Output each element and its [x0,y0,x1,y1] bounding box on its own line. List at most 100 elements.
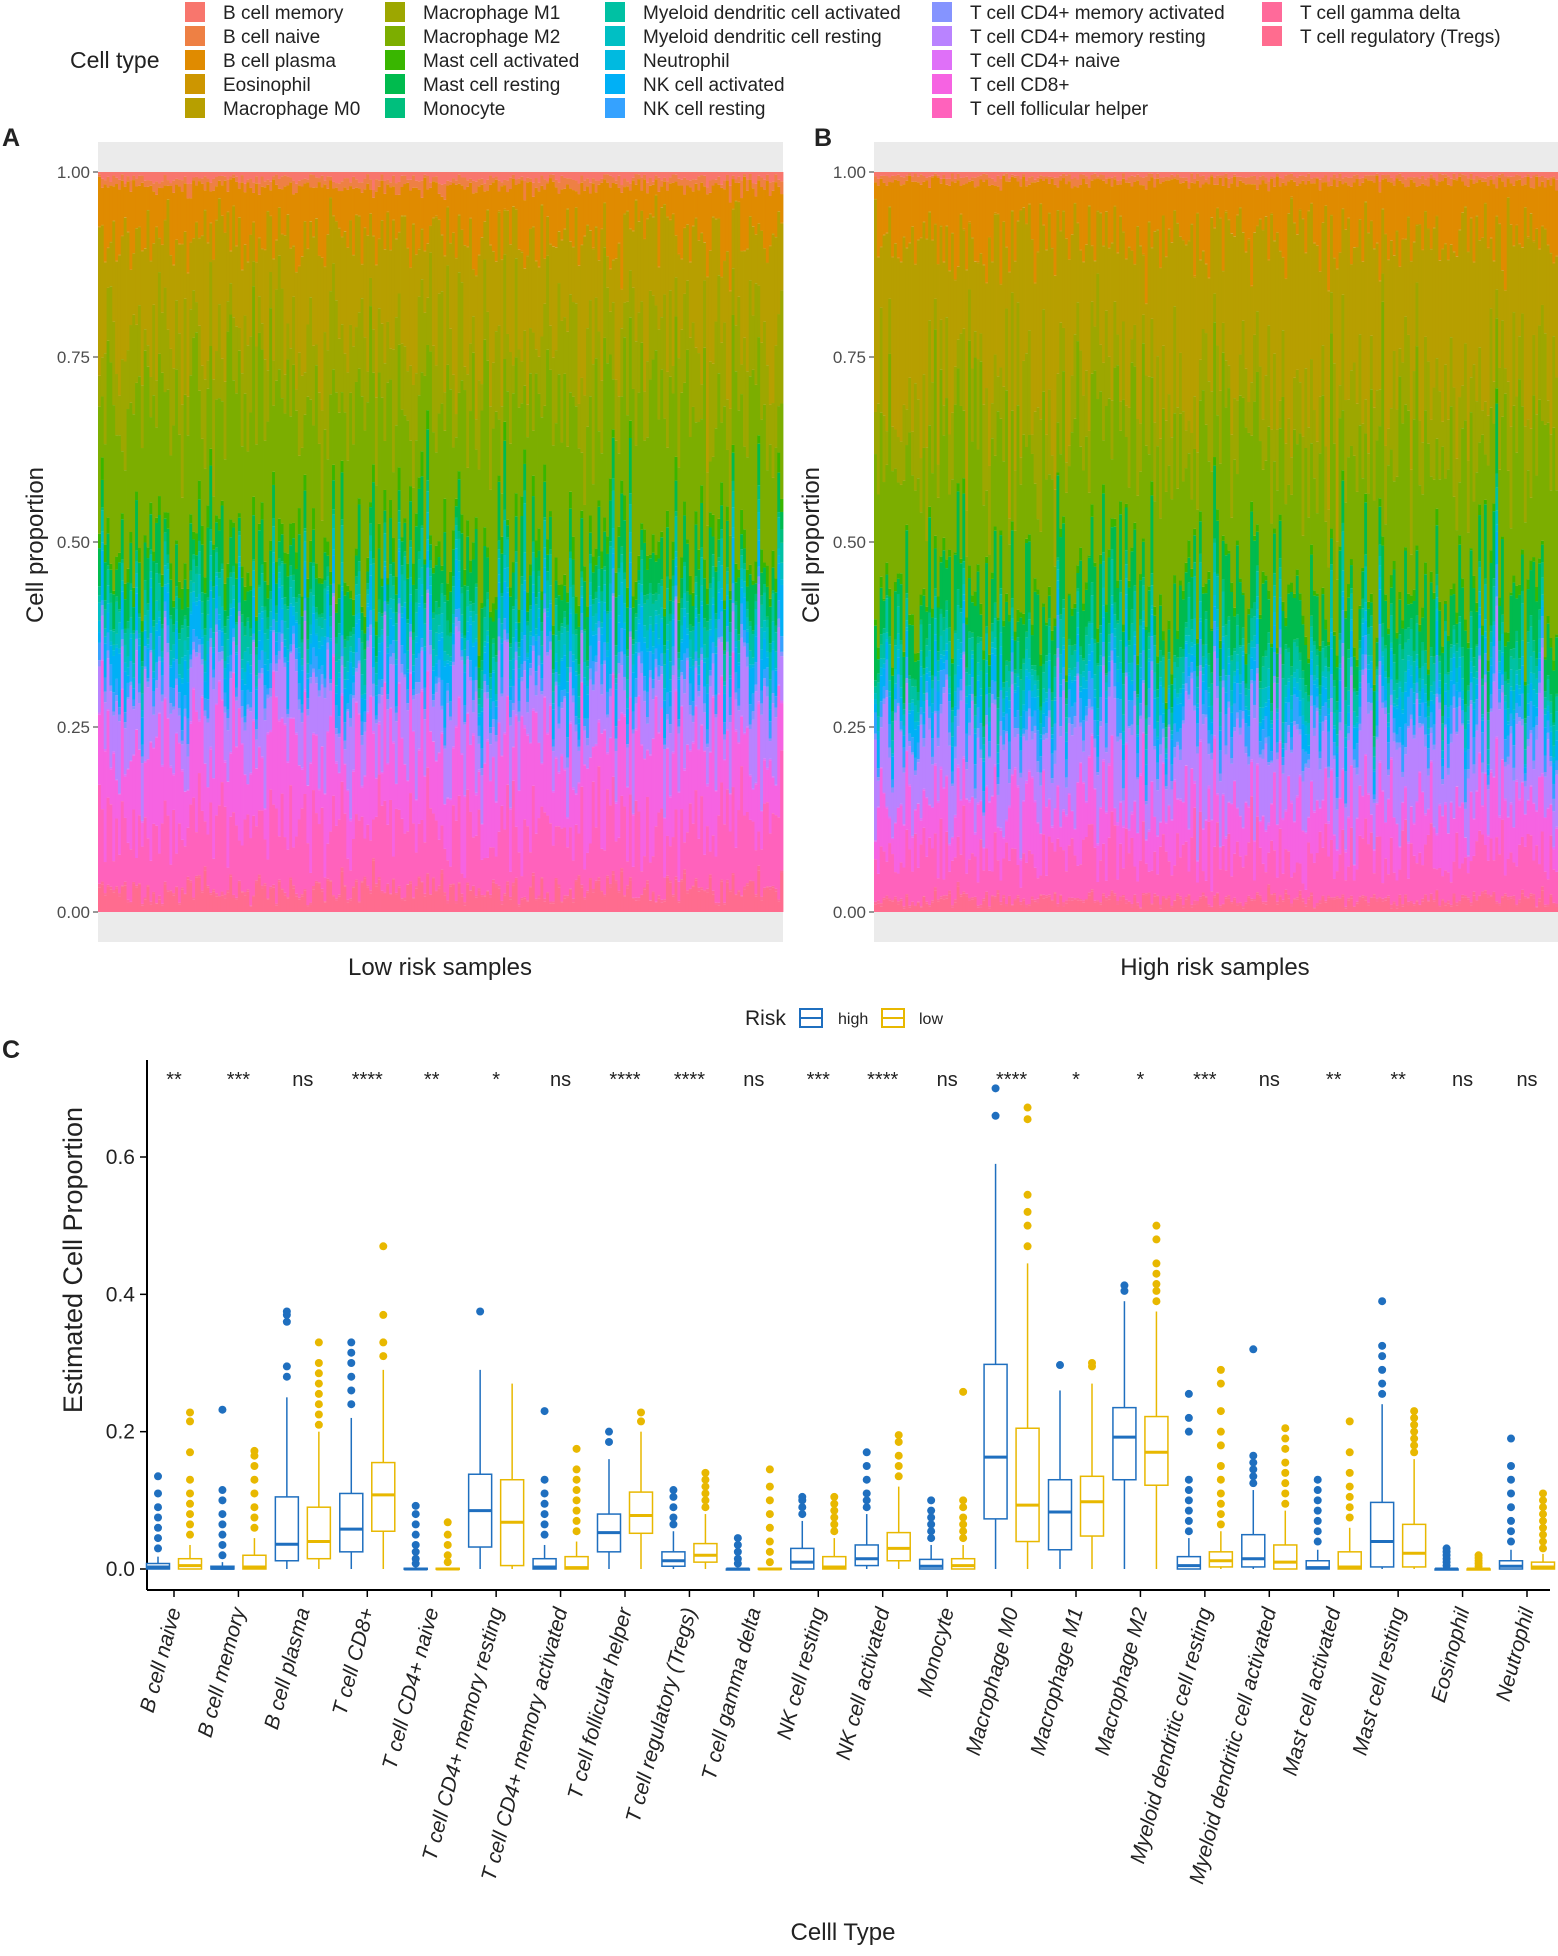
panel-a-segment-macrophage-m1 [127,350,130,409]
panel-a-segment-t-cell-cd4-naive [381,772,384,773]
panel-a-segment-t-cell-cd4-memory-resting [232,642,235,672]
panel-a-segment-b-cell-memory [480,172,483,179]
panel-a-segment-t-cell-cd8 [178,743,181,823]
panel-a-segment-t-cell-gamma-delta [566,896,569,898]
panel-a-segment-t-cell-cd8 [363,777,366,839]
panel-a-segment-macrophage-m0 [595,227,598,297]
panel-a-segment-myeloid-dendritic-cell-activated [278,566,281,572]
panel-a-segment-macrophage-m0 [620,290,623,328]
panel-a-segment-myeloid-dendritic-cell-activated [158,583,161,611]
panel-a-segment-t-cell-cd8 [332,656,335,796]
panel-a-segment-t-cell-regulatory-tregs [269,888,272,912]
panel-a-segment-b-cell-memory [429,172,432,182]
panel-a-segment-macrophage-m0 [692,226,695,322]
panel-a-segment-macrophage-m2 [369,306,372,502]
panel-a-segment-b-cell-naive [195,177,198,185]
panel-a-segment-t-cell-cd4-naive [261,756,264,758]
panel-a-segment-t-cell-regulatory-tregs [689,890,692,912]
panel-a-segment-monocyte [635,614,638,618]
panel-a-segment-t-cell-cd4-naive [346,790,349,791]
legend-label-t-cell-cd4-memory-resting: T cell CD4+ memory resting [970,27,1206,48]
panel-a-segment-monocyte [215,548,218,553]
panel-a-segment-t-cell-gamma-delta [258,875,261,878]
panel-a-segment-t-cell-gamma-delta [112,890,115,892]
panel-a-segment-t-cell-regulatory-tregs [646,884,649,912]
panel-a-segment-b-cell-memory [578,172,581,184]
panel-a-sample-bar [198,172,201,912]
panel-a-sample-bar [392,172,395,912]
panel-a-segment-t-cell-cd8 [603,731,606,850]
panel-a-segment-t-cell-follicular-helper [158,854,161,896]
panel-a-segment-myeloid-dendritic-cell-activated [489,678,492,690]
panel-a-segment-nk-cell-resting [532,637,535,646]
panel-a-segment-myeloid-dendritic-cell-activated [583,632,586,662]
panel-a-segment-nk-cell-resting [595,656,598,662]
panel-a-sample-bar [332,172,335,912]
panel-a-sample-bar [418,172,421,912]
panel-a-segment-t-cell-cd4-memory-resting [295,671,298,733]
panel-a-segment-b-cell-memory [606,172,609,174]
panel-a-segment-nk-cell-activated [546,617,549,636]
panel-a-segment-nk-cell-activated [489,708,492,727]
panel-a-segment-myeloid-dendritic-cell-activated [104,610,107,629]
panel-a-segment-t-cell-follicular-helper [195,832,198,876]
panel-a-segment-b-cell-plasma [478,186,481,254]
panel-a-segment-t-cell-cd4-memory-resting [104,702,107,749]
panel-a-segment-macrophage-m1 [301,376,304,448]
panel-a-segment-nk-cell-resting [441,680,444,706]
panel-a-segment-b-cell-memory [129,172,132,180]
panel-a-segment-t-cell-cd4-memory-resting [246,709,249,784]
panel-a-segment-neutrophil [301,665,304,670]
panel-a-segment-mast-cell-resting [563,586,566,611]
panel-a-segment-macrophage-m0 [306,249,309,324]
panel-a-segment-b-cell-memory [335,172,338,183]
panel-a-segment-neutrophil [218,614,221,619]
panel-a-segment-b-cell-memory [672,172,675,175]
panel-a-segment-macrophage-m1 [204,379,207,468]
panel-a-segment-t-cell-regulatory-tregs [620,871,623,912]
panel-a-segment-t-cell-regulatory-tregs [498,888,501,912]
panel-a-segment-b-cell-memory [261,172,264,177]
panel-a-sample-bar [341,172,344,912]
panel-a-segment-t-cell-cd4-memory-resting [529,676,532,743]
panel-a-segment-mast-cell-resting [669,601,672,614]
panel-a-segment-t-cell-cd8 [275,698,278,809]
panel-a-segment-t-cell-cd4-naive [229,752,232,754]
panel-a-segment-monocyte [358,561,361,571]
panel-a-segment-macrophage-m1 [606,288,609,363]
panel-a-segment-myeloid-dendritic-cell-resting [135,574,138,588]
panel-a-segment-t-cell-follicular-helper [643,856,646,887]
panel-a-segment-t-cell-regulatory-tregs [144,899,147,912]
panel-a-segment-mast-cell-activated [281,524,284,535]
panel-a-segment-nk-cell-activated [144,631,147,646]
panel-a-segment-eosinophil [403,215,406,216]
panel-a-sample-bar [452,172,455,912]
panel-a-segment-macrophage-m0 [686,225,689,281]
panel-a-sample-bar [432,172,435,912]
panel-a-segment-t-cell-follicular-helper [118,855,121,893]
panel-a-segment-nk-cell-resting [335,706,338,728]
panel-a-segment-monocyte [529,606,532,610]
legend-swatch-nk-cell-resting [605,98,625,118]
panel-a-segment-macrophage-m1 [489,406,492,489]
panel-a-segment-mast-cell-activated [509,587,512,597]
panel-a-segment-b-cell-memory [358,172,361,183]
panel-a-segment-t-cell-regulatory-tregs [506,884,509,912]
panel-a-segment-b-cell-plasma [423,178,426,251]
panel-a-segment-t-cell-cd4-memory-activated [518,712,521,722]
panel-a-sample-bar [161,172,164,912]
panel-a-segment-mast-cell-resting [655,562,658,593]
panel-a-segment-b-cell-memory [246,172,249,180]
panel-a-segment-macrophage-m1 [415,373,418,440]
panel-a-segment-nk-cell-resting [147,678,150,681]
panel-a-sample-bar [441,172,444,912]
panel-a-segment-t-cell-cd4-memory-resting [312,673,315,733]
panel-a-segment-nk-cell-resting [152,691,155,706]
panel-a-segment-macrophage-m2 [238,351,241,513]
panel-a-segment-b-cell-plasma [329,180,332,197]
panel-a-segment-mast-cell-resting [249,590,252,628]
panel-a-segment-myeloid-dendritic-cell-resting [680,626,683,640]
panel-a-sample-bar [278,172,281,912]
panel-a-segment-b-cell-plasma [101,188,104,225]
panel-a-segment-myeloid-dendritic-cell-activated [335,644,338,662]
